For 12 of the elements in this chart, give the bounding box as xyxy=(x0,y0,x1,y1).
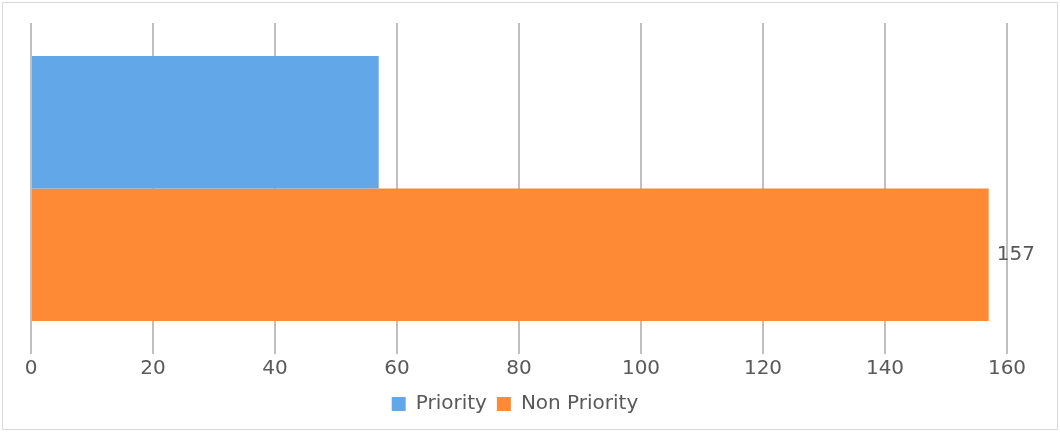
x-tick-label: 0 xyxy=(24,355,38,380)
x-tick-label: 120 xyxy=(743,355,783,380)
x-tick-label: 40 xyxy=(262,355,288,380)
legend-label: Priority xyxy=(415,390,488,415)
x-tick-label: 160 xyxy=(987,355,1027,380)
x-tick-label: 100 xyxy=(621,355,661,380)
data-label: 157 xyxy=(996,240,1035,265)
legend-label: Non Priority xyxy=(520,390,639,415)
x-tick-label: 20 xyxy=(140,355,166,380)
x-tick-label: 80 xyxy=(506,355,532,380)
x-tick-label: 60 xyxy=(384,355,410,380)
x-tick-label: 140 xyxy=(865,355,905,380)
